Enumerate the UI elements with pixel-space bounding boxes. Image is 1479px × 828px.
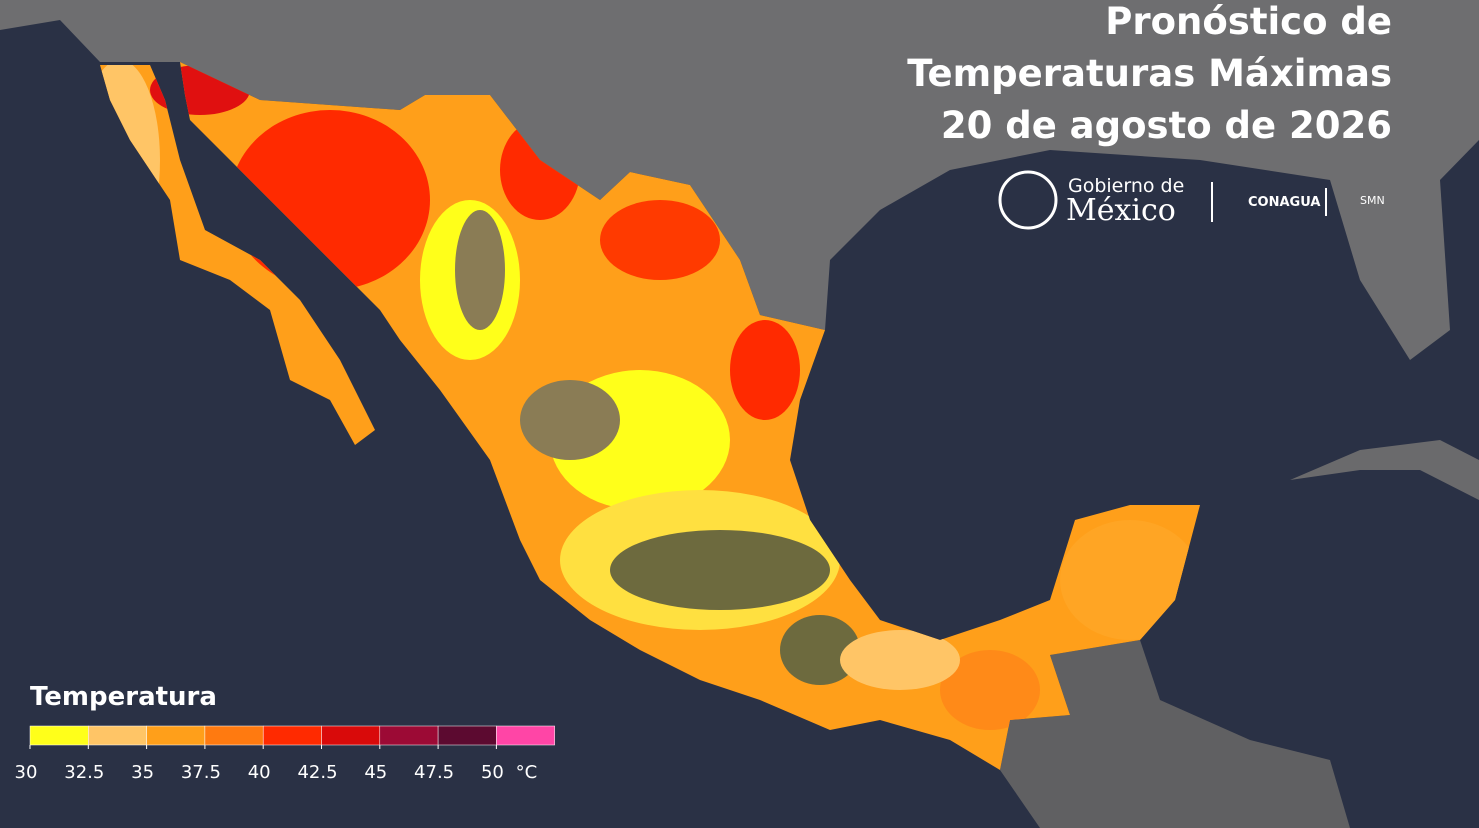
legend-swatch (437, 725, 497, 746)
legend-swatch (379, 725, 439, 746)
us-land (0, 0, 1479, 360)
temp-zone (840, 630, 960, 690)
legend-tick-label: 30 (15, 762, 38, 783)
terrain (780, 615, 860, 685)
legend-tick-label: 42.5 (297, 762, 337, 783)
legend-title: Temperatura (30, 682, 217, 712)
legend-swatch (321, 725, 381, 746)
title-line: 20 de agosto de 2026 (941, 104, 1392, 147)
title-line: Pronóstico de (1105, 0, 1392, 43)
logo-mexico: México (1066, 193, 1176, 228)
legend-swatch (146, 725, 206, 746)
terrain (610, 530, 830, 610)
seal (998, 170, 1058, 230)
title-line: Temperaturas Máximas (907, 52, 1392, 95)
legend-tick-label: 45 (364, 762, 387, 783)
logo-smn: SMN (1360, 194, 1385, 207)
legend-swatch (88, 725, 147, 746)
cuba (1290, 440, 1479, 500)
terrain (520, 380, 620, 460)
legend-unit: °C (516, 762, 538, 783)
legend-swatch (29, 725, 89, 746)
temp-zone (1060, 520, 1200, 640)
legend-tick-label: 40 (248, 762, 271, 783)
legend-swatch (204, 725, 264, 746)
legend-tick-label: 32.5 (64, 762, 104, 783)
legend-tick-label: 35 (131, 762, 154, 783)
legend-tick-label: 50 (481, 762, 504, 783)
logos: Gobierno de México CONAGUA SMN (998, 170, 1385, 230)
legend: 30 32.5 35 37.5 40 42.5 45 47.5 50 °C (15, 725, 555, 783)
central-america (1000, 640, 1350, 828)
logo-gobierno: Gobierno de (1068, 175, 1184, 197)
legend-swatch (262, 725, 322, 746)
terrain (455, 210, 505, 330)
legend-tick-label: 47.5 (414, 762, 454, 783)
legend-tick-label: 37.5 (181, 762, 221, 783)
temp-zone (600, 200, 720, 280)
title-block: Pronóstico de Temperaturas Máximas 20 de a… (907, 0, 1392, 147)
temp-zone (730, 320, 800, 420)
temp-zone (940, 650, 1040, 730)
logo-conagua: CONAGUA (1248, 195, 1320, 210)
legend-swatch (496, 725, 555, 746)
